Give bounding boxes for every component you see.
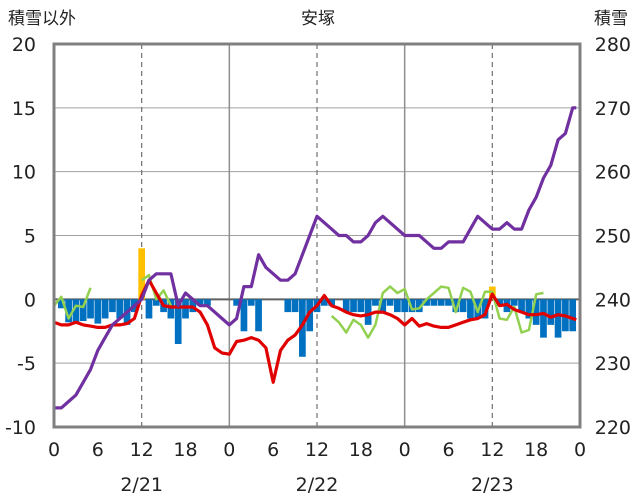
precip-bar-blue [423, 299, 430, 306]
green-series-line [330, 285, 544, 339]
precip-bar-blue [255, 299, 262, 332]
y-right-tick-label: 270 [595, 98, 631, 120]
precip-bar-blue [145, 299, 153, 319]
precip-bar-blue [554, 299, 562, 338]
x-tick-label: 0 [399, 439, 411, 461]
precip-bar-blue [415, 299, 423, 313]
y-left-tick-label: 10 [12, 162, 36, 184]
y-left-tick-label: 5 [24, 226, 36, 248]
precip-bar-blue [204, 299, 211, 306]
y-right-tick-label: 240 [595, 289, 631, 311]
precip-bar-blue [72, 299, 80, 324]
y-left-label: 積雪以外 [8, 9, 76, 29]
precip-bar-orange [138, 248, 146, 300]
precip-bar-blue [247, 299, 255, 306]
x-date-label: 2/21 [120, 474, 163, 496]
x-tick-label: 6 [92, 439, 104, 461]
precip-bar-blue [437, 299, 445, 306]
precip-bar-blue [525, 299, 533, 319]
precip-bar-blue [233, 299, 240, 306]
precip-bar-blue [430, 299, 438, 306]
y-right-tick-label: 230 [595, 353, 631, 375]
y-left-tick-label: 20 [12, 34, 36, 56]
x-tick-label: 0 [223, 439, 235, 461]
precip-bar-blue [291, 299, 299, 313]
precip-bar-blue [94, 299, 102, 324]
precip-bar-blue [350, 299, 357, 313]
precip-bar-blue [372, 299, 379, 306]
precip-bar-blue [379, 299, 387, 313]
y-left-tick-label: -5 [17, 353, 36, 375]
precip-bar-blue [182, 299, 189, 319]
x-tick-label: 0 [574, 439, 586, 461]
precip-bar-blue [569, 299, 577, 332]
precip-bar-blue [320, 299, 328, 306]
x-tick-label: 6 [442, 439, 454, 461]
precip-bar-blue [481, 299, 489, 319]
precip-bar-blue [510, 299, 518, 306]
precip-bar-blue [299, 299, 306, 357]
precip-bar-blue [364, 299, 372, 325]
precip-bar-blue [518, 299, 525, 313]
precip-bar-blue [394, 299, 401, 313]
precip-bar-blue [532, 299, 540, 325]
x-tick-label: 0 [48, 439, 60, 461]
precip-bar-blue [386, 299, 394, 306]
precip-bar-blue [357, 299, 365, 313]
y-right-tick-label: 220 [595, 417, 631, 439]
x-tick-label: 12 [305, 439, 329, 461]
precip-bar-blue [65, 299, 72, 323]
precip-bar-blue [547, 299, 555, 325]
precip-bar-blue [57, 299, 65, 309]
y-left-tick-label: 15 [12, 98, 36, 120]
precip-bar-blue [467, 299, 474, 319]
y-right-tick-label: 250 [595, 226, 631, 248]
precip-bar-blue [452, 299, 460, 313]
temperature-line [53, 278, 577, 384]
y-right-tick-label: 280 [595, 34, 631, 56]
snow-depth-line [54, 106, 577, 410]
precip-bar-blue [328, 299, 335, 306]
precip-bar-blue [109, 299, 116, 313]
grid [54, 44, 580, 427]
y-right-tick-label: 260 [595, 162, 631, 184]
precip-bar-blue [116, 299, 124, 319]
precip-bar-blue [540, 299, 547, 338]
precip-bar-blue [496, 299, 503, 306]
x-tick-label: 6 [267, 439, 279, 461]
lines [53, 106, 577, 410]
y-right-label: 積雪 [594, 9, 628, 29]
plot-frame [52, 42, 582, 429]
precip-bar-blue [240, 299, 248, 332]
x-tick-label: 18 [173, 439, 197, 461]
precip-bar-blue [174, 299, 182, 345]
x-date-label: 2/23 [471, 474, 514, 496]
precip-bar-blue [196, 299, 204, 306]
x-date-label: 2/22 [296, 474, 339, 496]
x-tick-label: 12 [480, 439, 504, 461]
precip-bar-blue [87, 299, 94, 319]
precip-bar-blue [79, 299, 87, 322]
x-tick-label: 12 [130, 439, 154, 461]
precip-bar-blue [167, 299, 175, 319]
precip-bar-blue [445, 299, 452, 306]
precip-bar-blue [342, 299, 350, 313]
y-left-tick-label: -10 [5, 417, 36, 439]
precip-bar-blue [152, 299, 160, 306]
precip-bar-blue [401, 299, 409, 313]
green-series-line [140, 273, 173, 307]
precip-bar-blue [284, 299, 292, 313]
precip-bar-blue [101, 299, 109, 319]
tick-labels: 20 15 10 5 0 -5 -10 280 270 260 250 240 230 220 0 6 12 18… [5, 34, 631, 496]
x-tick-label: 18 [524, 439, 548, 461]
chart-title: 安塚 [301, 9, 335, 29]
x-tick-label: 18 [349, 439, 373, 461]
precip-bar-blue [459, 299, 467, 313]
y-left-tick-label: 0 [24, 289, 36, 311]
green-series-line [53, 287, 92, 320]
